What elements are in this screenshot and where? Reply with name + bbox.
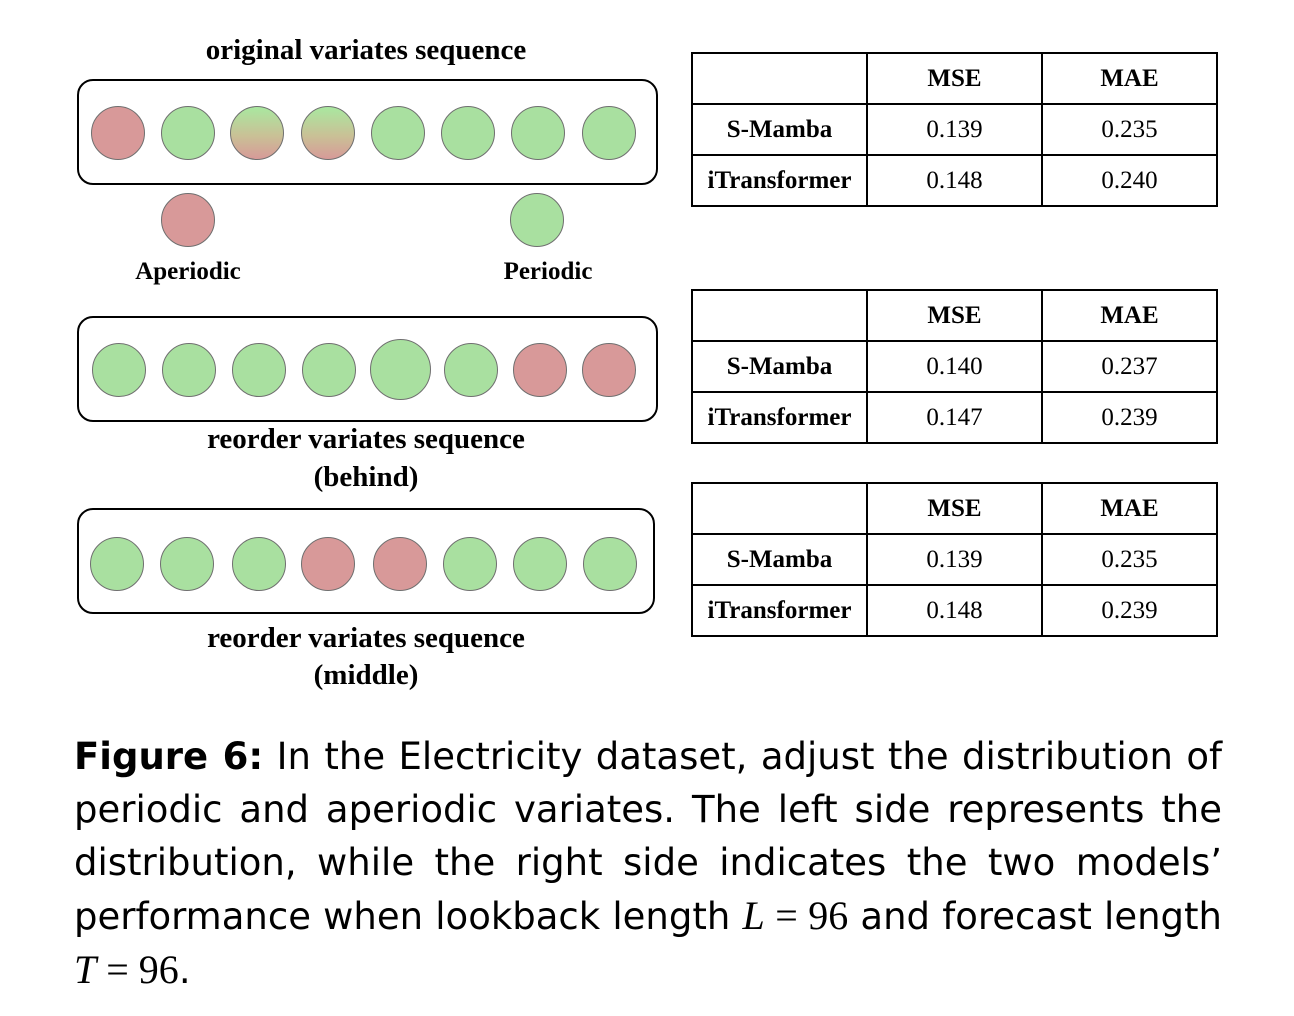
variate-dot: [370, 339, 431, 400]
table-corner-cell: [691, 482, 868, 535]
variate-dot: [162, 343, 216, 397]
mae-cell: 0.235: [1041, 103, 1218, 156]
original-sequence-box: [77, 79, 658, 185]
mae-cell: 0.239: [1041, 584, 1218, 637]
periodic-label: Periodic: [503, 258, 593, 285]
middle-sequence-box: [77, 508, 655, 614]
figure-caption: Figure 6: In the Electricity dataset, ad…: [74, 730, 1222, 997]
model-name-cell: S-Mamba: [691, 533, 868, 586]
table-row: S-Mamba 0.139 0.235: [691, 103, 1218, 156]
mse-cell: 0.139: [866, 533, 1043, 586]
table-row: S-Mamba 0.139 0.235: [691, 533, 1218, 586]
model-name-cell: S-Mamba: [691, 340, 868, 393]
mae-cell: 0.240: [1041, 154, 1218, 207]
mae-cell: 0.239: [1041, 391, 1218, 444]
forecast-value: = 96: [96, 947, 179, 992]
aperiodic-label: Aperiodic: [135, 258, 241, 285]
behind-sequence-title: reorder variates sequence: [207, 423, 525, 455]
caption-end: .: [178, 949, 191, 992]
variate-dot: [92, 343, 146, 397]
variate-dot: [302, 343, 356, 397]
model-name-cell: iTransformer: [691, 584, 868, 637]
variate-dot: [441, 106, 495, 160]
table-row: iTransformer 0.147 0.239: [691, 391, 1218, 444]
table-header-row: MSE MAE: [691, 52, 1218, 105]
variate-dot: [444, 343, 498, 397]
variate-dot: [90, 537, 144, 591]
mse-cell: 0.147: [866, 391, 1043, 444]
variate-dot: [582, 106, 636, 160]
forecast-variable: T: [74, 947, 97, 992]
mse-cell: 0.148: [866, 584, 1043, 637]
variate-dot: [443, 537, 497, 591]
results-table-middle: MSE MAE S-Mamba 0.139 0.235 iTransformer…: [691, 482, 1218, 637]
model-name-cell: S-Mamba: [691, 103, 868, 156]
table-row: iTransformer 0.148 0.239: [691, 584, 1218, 637]
table-corner-cell: [691, 289, 868, 342]
variate-dot: [301, 106, 355, 160]
mae-header: MAE: [1041, 52, 1218, 105]
variate-dot: [91, 106, 145, 160]
lookback-value: = 96: [764, 893, 849, 938]
mse-header: MSE: [866, 482, 1043, 535]
variate-dot: [583, 537, 637, 591]
mae-header: MAE: [1041, 289, 1218, 342]
figure-label: Figure 6:: [74, 735, 264, 778]
caption-text-2: and forecast length: [848, 895, 1222, 938]
original-sequence-title: original variates sequence: [205, 34, 527, 66]
caption-text: In the Electricity dataset, adjust the d…: [74, 735, 1222, 938]
results-table-behind: MSE MAE S-Mamba 0.140 0.237 iTransformer…: [691, 289, 1218, 444]
variate-dot: [230, 106, 284, 160]
table-header-row: MSE MAE: [691, 289, 1218, 342]
table-row: S-Mamba 0.140 0.237: [691, 340, 1218, 393]
table-header-row: MSE MAE: [691, 482, 1218, 535]
variate-dot: [160, 537, 214, 591]
middle-sequence-subtitle: (middle): [313, 659, 419, 691]
variate-dot: [582, 343, 636, 397]
lookback-variable: L: [742, 893, 765, 938]
table-row: iTransformer 0.148 0.240: [691, 154, 1218, 207]
variate-dot: [513, 343, 567, 397]
model-name-cell: iTransformer: [691, 391, 868, 444]
mae-cell: 0.235: [1041, 533, 1218, 586]
mse-header: MSE: [866, 289, 1043, 342]
behind-sequence-subtitle: (behind): [313, 461, 419, 493]
mse-cell: 0.140: [866, 340, 1043, 393]
model-name-cell: iTransformer: [691, 154, 868, 207]
periodic-legend-dot: [510, 193, 564, 247]
behind-sequence-box: [77, 316, 658, 422]
variate-dot: [511, 106, 565, 160]
variate-dot: [371, 106, 425, 160]
mse-header: MSE: [866, 52, 1043, 105]
mae-header: MAE: [1041, 482, 1218, 535]
mse-cell: 0.148: [866, 154, 1043, 207]
variate-dot: [301, 537, 355, 591]
results-table-original: MSE MAE S-Mamba 0.139 0.235 iTransformer…: [691, 52, 1218, 207]
aperiodic-legend-dot: [161, 193, 215, 247]
mse-cell: 0.139: [866, 103, 1043, 156]
variate-dot: [513, 537, 567, 591]
variate-dot: [161, 106, 215, 160]
variate-dot: [232, 343, 286, 397]
variate-dot: [373, 537, 427, 591]
mae-cell: 0.237: [1041, 340, 1218, 393]
middle-sequence-title: reorder variates sequence: [207, 622, 525, 654]
table-corner-cell: [691, 52, 868, 105]
variate-dot: [232, 537, 286, 591]
